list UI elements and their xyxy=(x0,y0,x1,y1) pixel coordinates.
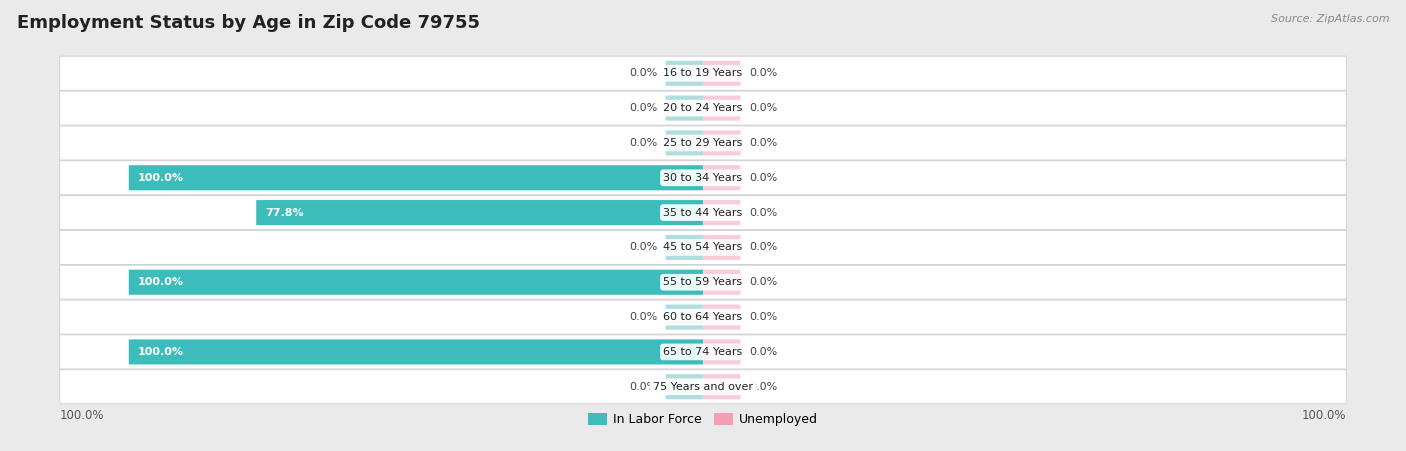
Text: 16 to 19 Years: 16 to 19 Years xyxy=(664,68,742,78)
FancyBboxPatch shape xyxy=(59,370,1347,404)
FancyBboxPatch shape xyxy=(703,130,741,156)
FancyBboxPatch shape xyxy=(59,300,1347,334)
FancyBboxPatch shape xyxy=(59,196,1347,230)
FancyBboxPatch shape xyxy=(59,56,1347,90)
FancyBboxPatch shape xyxy=(665,235,703,260)
FancyBboxPatch shape xyxy=(59,265,1347,299)
FancyBboxPatch shape xyxy=(665,130,703,156)
FancyBboxPatch shape xyxy=(59,161,1347,195)
Text: 100.0%: 100.0% xyxy=(1302,410,1346,423)
FancyBboxPatch shape xyxy=(59,335,1347,369)
Text: 0.0%: 0.0% xyxy=(749,347,778,357)
Text: 35 to 44 Years: 35 to 44 Years xyxy=(664,207,742,217)
Text: 0.0%: 0.0% xyxy=(628,103,657,113)
Text: Employment Status by Age in Zip Code 79755: Employment Status by Age in Zip Code 797… xyxy=(17,14,479,32)
FancyBboxPatch shape xyxy=(703,61,741,86)
Text: 100.0%: 100.0% xyxy=(138,277,184,287)
FancyBboxPatch shape xyxy=(703,304,741,330)
Text: 25 to 29 Years: 25 to 29 Years xyxy=(664,138,742,148)
Text: 100.0%: 100.0% xyxy=(60,410,104,423)
FancyBboxPatch shape xyxy=(665,374,703,399)
FancyBboxPatch shape xyxy=(703,96,741,121)
Legend: In Labor Force, Unemployed: In Labor Force, Unemployed xyxy=(583,408,823,431)
Text: 0.0%: 0.0% xyxy=(749,68,778,78)
FancyBboxPatch shape xyxy=(665,96,703,121)
Text: 0.0%: 0.0% xyxy=(749,103,778,113)
Text: 0.0%: 0.0% xyxy=(749,138,778,148)
Text: 0.0%: 0.0% xyxy=(628,312,657,322)
FancyBboxPatch shape xyxy=(665,304,703,330)
Text: 0.0%: 0.0% xyxy=(628,68,657,78)
FancyBboxPatch shape xyxy=(703,200,741,225)
FancyBboxPatch shape xyxy=(59,91,1347,125)
Text: 60 to 64 Years: 60 to 64 Years xyxy=(664,312,742,322)
FancyBboxPatch shape xyxy=(703,374,741,399)
Text: 0.0%: 0.0% xyxy=(749,207,778,217)
Text: 20 to 24 Years: 20 to 24 Years xyxy=(664,103,742,113)
Text: 0.0%: 0.0% xyxy=(749,173,778,183)
FancyBboxPatch shape xyxy=(129,165,703,190)
Text: 75 Years and over: 75 Years and over xyxy=(652,382,754,392)
FancyBboxPatch shape xyxy=(703,235,741,260)
Text: 45 to 54 Years: 45 to 54 Years xyxy=(664,243,742,253)
Text: 30 to 34 Years: 30 to 34 Years xyxy=(664,173,742,183)
Text: 0.0%: 0.0% xyxy=(628,243,657,253)
Text: 55 to 59 Years: 55 to 59 Years xyxy=(664,277,742,287)
FancyBboxPatch shape xyxy=(703,270,741,295)
FancyBboxPatch shape xyxy=(59,230,1347,264)
FancyBboxPatch shape xyxy=(665,61,703,86)
Text: 0.0%: 0.0% xyxy=(628,138,657,148)
Text: 0.0%: 0.0% xyxy=(749,243,778,253)
Text: 0.0%: 0.0% xyxy=(749,277,778,287)
Text: 77.8%: 77.8% xyxy=(264,207,304,217)
Text: 0.0%: 0.0% xyxy=(749,312,778,322)
Text: 100.0%: 100.0% xyxy=(138,173,184,183)
FancyBboxPatch shape xyxy=(256,200,703,225)
FancyBboxPatch shape xyxy=(59,126,1347,160)
Text: Source: ZipAtlas.com: Source: ZipAtlas.com xyxy=(1271,14,1389,23)
FancyBboxPatch shape xyxy=(703,339,741,364)
FancyBboxPatch shape xyxy=(703,165,741,190)
FancyBboxPatch shape xyxy=(129,339,703,364)
Text: 65 to 74 Years: 65 to 74 Years xyxy=(664,347,742,357)
FancyBboxPatch shape xyxy=(129,270,703,295)
Text: 100.0%: 100.0% xyxy=(138,347,184,357)
Text: 0.0%: 0.0% xyxy=(749,382,778,392)
Text: 0.0%: 0.0% xyxy=(628,382,657,392)
